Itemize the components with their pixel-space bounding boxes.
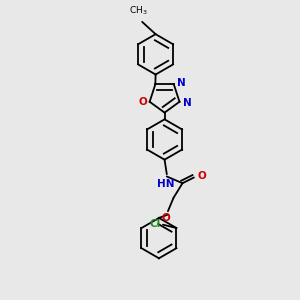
Text: O: O bbox=[197, 172, 206, 182]
Text: Cl: Cl bbox=[149, 218, 161, 229]
Text: N: N bbox=[177, 78, 186, 88]
Text: N: N bbox=[183, 98, 192, 108]
Text: O: O bbox=[161, 214, 170, 224]
Text: CH$_3$: CH$_3$ bbox=[130, 5, 148, 17]
Text: HN: HN bbox=[157, 179, 174, 189]
Text: O: O bbox=[139, 97, 147, 107]
